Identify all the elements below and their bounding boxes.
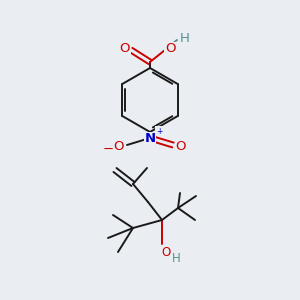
Text: −: − (102, 142, 114, 155)
Text: N: N (144, 133, 156, 146)
Text: O: O (176, 140, 186, 152)
Text: O: O (120, 43, 130, 56)
Text: O: O (114, 140, 124, 152)
Text: O: O (165, 43, 175, 56)
Text: O: O (161, 247, 171, 260)
Text: H: H (172, 251, 180, 265)
Text: H: H (180, 32, 190, 46)
Text: +: + (156, 127, 162, 136)
